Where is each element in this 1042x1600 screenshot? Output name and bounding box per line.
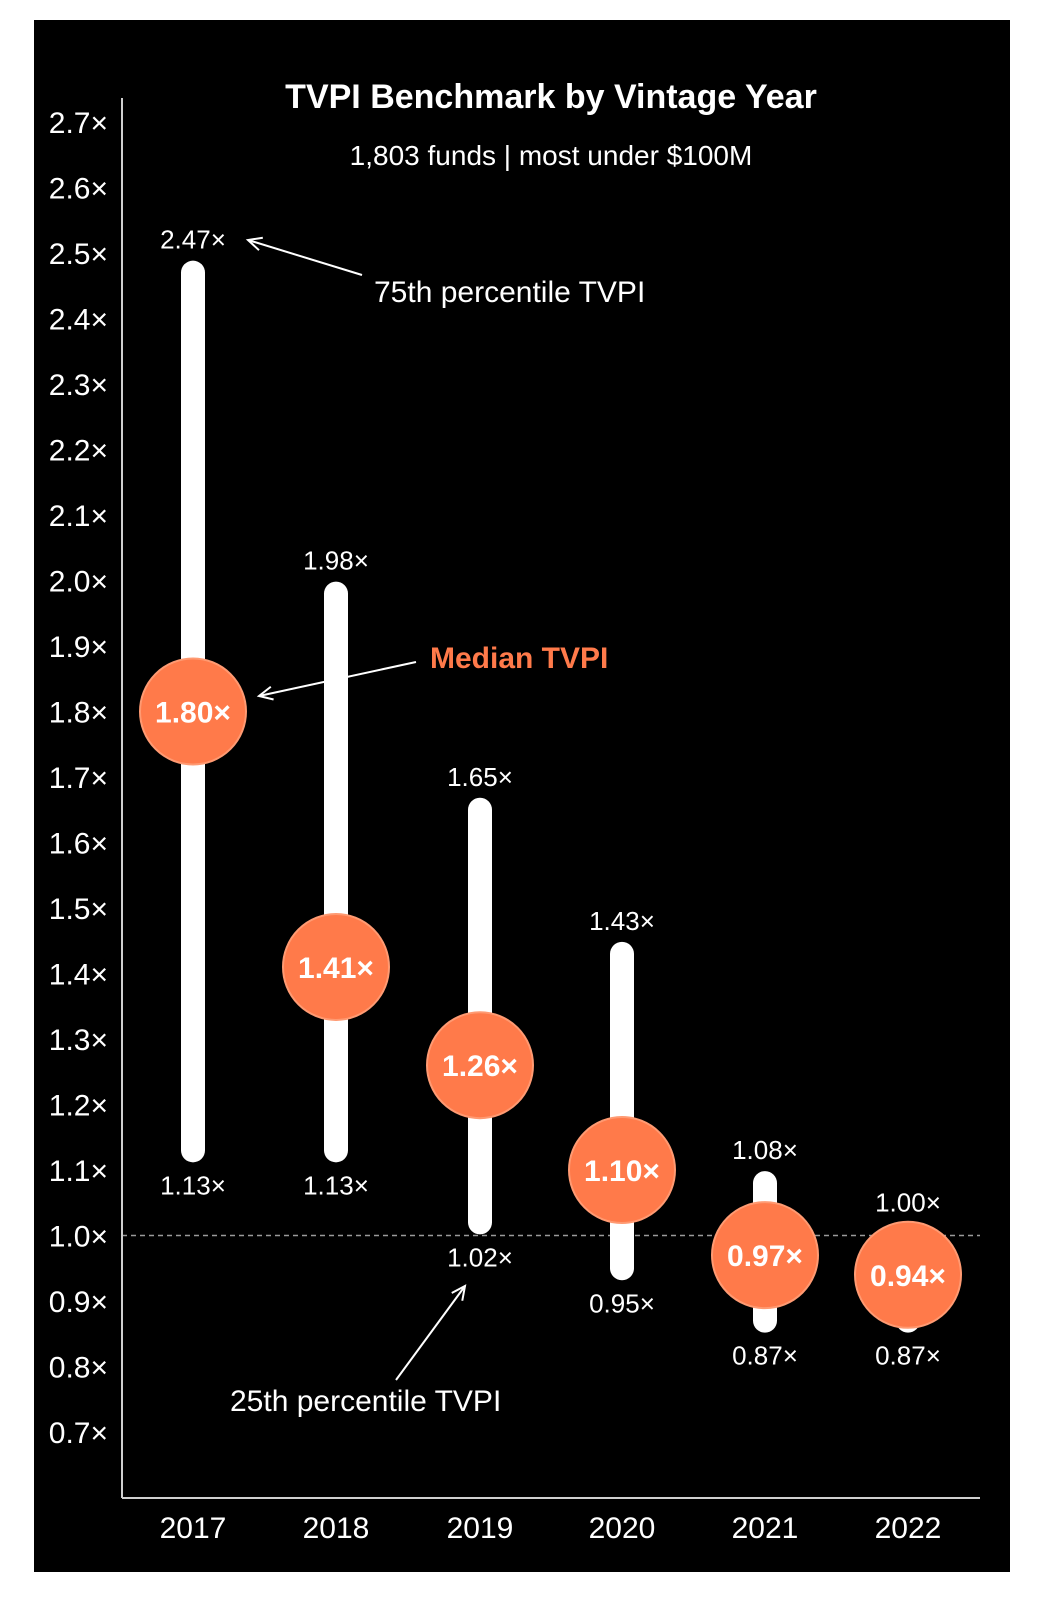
- p25-label: 0.87×: [732, 1341, 798, 1371]
- x-tick-label: 2022: [875, 1512, 942, 1545]
- annotations: 75th percentile TVPI Median TVPI 25th perc…: [230, 236, 645, 1418]
- annotation-25th-arrow-head: [451, 1284, 467, 1301]
- y-tick-label: 1.1×: [49, 1155, 108, 1188]
- chart-title: TVPI Benchmark by Vintage Year: [285, 78, 817, 116]
- y-tick-label: 2.6×: [49, 173, 108, 206]
- p75-label: 1.43×: [589, 906, 655, 936]
- annotation-75th-arrow-head: [245, 236, 263, 251]
- y-tick-label: 1.3×: [49, 1024, 108, 1057]
- range-bars: 2.47× 1.13× 1.98× 1.13× 1.65× 1.02× 1.43× 0.95×…: [160, 225, 941, 1371]
- chart-subtitle: 1,803 funds | most under $100M: [350, 140, 753, 171]
- p25-label: 1.13×: [160, 1170, 226, 1200]
- y-tick-label: 2.2×: [49, 435, 108, 468]
- p25-label: 0.95×: [589, 1288, 655, 1318]
- y-tick-label: 1.4×: [49, 959, 108, 992]
- x-tick-label: 2021: [732, 1512, 799, 1545]
- y-tick-label: 0.7×: [49, 1417, 108, 1450]
- axis-group: 2.7× 2.6× 2.5× 2.4× 2.3× 2.2× 2.1× 2.0× 1.9× 1.8×…: [49, 98, 980, 1545]
- p75-label: 1.08×: [732, 1135, 798, 1165]
- y-tick-label: 2.3×: [49, 369, 108, 402]
- annotation-median: Median TVPI: [430, 642, 608, 675]
- x-tick-label: 2017: [160, 1512, 227, 1545]
- median-markers: 1.80× 1.41× 1.26× 1.10× 0.97× 0.94×: [139, 657, 962, 1329]
- p25-label: 1.02×: [447, 1242, 513, 1272]
- median-dot: [711, 1201, 819, 1310]
- median-dot: [139, 657, 247, 766]
- x-tick-label: 2020: [589, 1512, 656, 1545]
- p25-label: 0.87×: [875, 1341, 941, 1371]
- median-label: 1.10×: [584, 1155, 660, 1188]
- p75-label: 1.00×: [875, 1188, 941, 1218]
- y-tick-label: 0.9×: [49, 1286, 108, 1319]
- p75-label: 2.47×: [160, 225, 226, 255]
- median-label: 1.41×: [298, 952, 374, 985]
- y-tick-label: 1.0×: [49, 1221, 108, 1254]
- annotation-75th-arrow: [247, 239, 363, 276]
- annotation-25th: 25th percentile TVPI: [230, 1385, 501, 1418]
- x-tick-label: 2018: [303, 1512, 370, 1545]
- x-tick-label: 2019: [447, 1512, 514, 1545]
- median-dot: [426, 1011, 534, 1120]
- annotation-75th: 75th percentile TVPI: [374, 276, 645, 309]
- y-tick-label: 2.0×: [49, 566, 108, 599]
- y-tick-label: 0.8×: [49, 1352, 108, 1385]
- p75-label: 1.65×: [447, 762, 513, 792]
- y-tick-label: 1.5×: [49, 893, 108, 926]
- y-tick-label: 2.4×: [49, 304, 108, 337]
- annotation-median-arrow: [258, 661, 417, 697]
- p25-label: 1.13×: [303, 1170, 369, 1200]
- y-tick-label: 1.7×: [49, 762, 108, 795]
- median-dot: [568, 1116, 676, 1224]
- annotation-25th-arrow: [395, 1285, 466, 1381]
- tvpi-chart: TVPI Benchmark by Vintage Year 1,803 fun…: [49, 78, 980, 1545]
- y-tick-label: 2.7×: [49, 107, 108, 140]
- annotation-median-arrow-head: [256, 685, 274, 701]
- median-dot: [854, 1220, 962, 1329]
- median-label: 0.97×: [727, 1240, 803, 1273]
- y-tick-label: 1.6×: [49, 828, 108, 861]
- chart-panel: TVPI Benchmark by Vintage Year 1,803 fun…: [34, 20, 1010, 1572]
- median-label: 0.94×: [870, 1260, 946, 1293]
- y-tick-label: 1.2×: [49, 1090, 108, 1123]
- median-dot: [282, 912, 390, 1021]
- y-tick-label: 1.8×: [49, 697, 108, 730]
- median-label: 1.80×: [155, 697, 231, 730]
- y-tick-label: 2.5×: [49, 238, 108, 271]
- median-label: 1.26×: [442, 1050, 518, 1083]
- y-tick-label: 1.9×: [49, 631, 108, 664]
- y-tick-label: 2.1×: [49, 500, 108, 533]
- p75-label: 1.98×: [303, 546, 369, 576]
